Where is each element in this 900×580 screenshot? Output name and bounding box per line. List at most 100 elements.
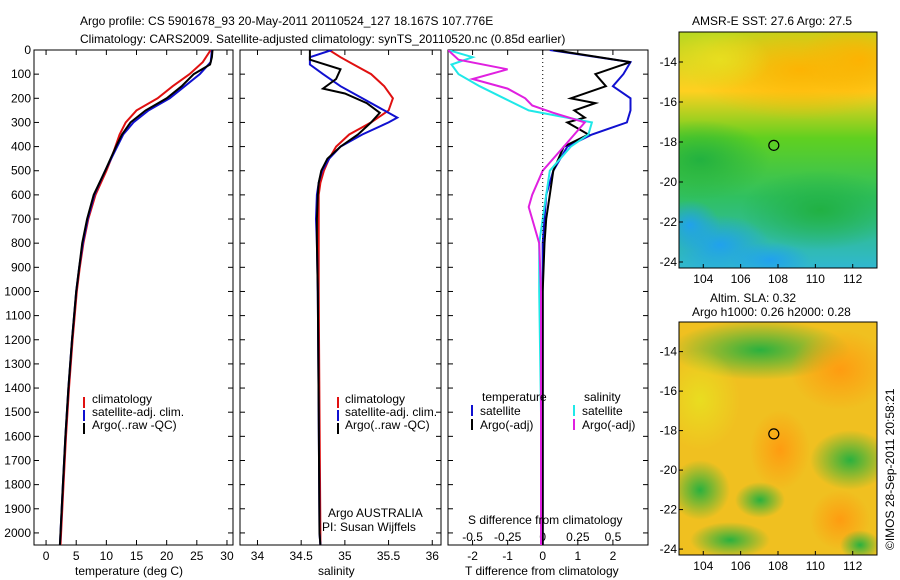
salinity-xlabel: salinity xyxy=(318,564,355,578)
map-y-tick-label: -20 xyxy=(660,175,678,189)
legend-label-temp-satellite: satellite xyxy=(480,404,521,418)
map-x-tick-label: 110 xyxy=(806,272,825,286)
map-x-tick-label: 110 xyxy=(806,559,825,573)
y-tick-label: 700 xyxy=(11,212,31,226)
salinity-note-2: PI: Susan Wijffels xyxy=(322,520,416,534)
legend-label-argo: Argo(..raw -QC) xyxy=(92,418,177,432)
y-tick-label: 500 xyxy=(11,164,31,178)
x-tick-label: 30 xyxy=(220,549,234,563)
y-tick-label: 300 xyxy=(11,115,31,129)
y-tick-label: 1000 xyxy=(4,284,31,298)
y-tick-label: 1600 xyxy=(4,429,31,443)
x-tick-label: -2 xyxy=(467,549,478,563)
salinity-legend: climatology satellite-adj. clim. Argo(..… xyxy=(337,392,437,434)
map-y-tick-label: -22 xyxy=(660,503,678,517)
y-tick-label: 200 xyxy=(11,91,31,105)
legend-title-salinity: salinity xyxy=(584,390,621,404)
series-line-argo-raw-qc- xyxy=(58,50,214,545)
temperature-xlabel: temperature (deg C) xyxy=(75,564,183,578)
x-tick-label: 0 xyxy=(539,549,546,563)
map-x-tick-label: 108 xyxy=(768,272,788,286)
y-tick-label: 1100 xyxy=(5,309,31,323)
x-tick-label: 0 xyxy=(43,549,50,563)
map-axis-ticks: 104 106 108 110 112 -14 -16 -18 -20 -22 -24 104 106 1… xyxy=(660,55,863,573)
x-tick-label: 35.5 xyxy=(377,549,401,563)
difference-legend: temperature satellite Argo(-adj) salinit… xyxy=(471,390,635,432)
y-tick-label: 600 xyxy=(11,188,31,202)
legend-label-satellite: satellite-adj. clim. xyxy=(345,405,437,419)
x-tick-label: -1 xyxy=(502,549,513,563)
map-y-tick-label: -24 xyxy=(660,542,678,556)
sst-map-title: AMSR-E SST: 27.6 Argo: 27.5 xyxy=(692,14,852,28)
x-tick-label: 25 xyxy=(190,549,204,563)
y-tick-label: 1500 xyxy=(4,405,31,419)
argo-position-marker xyxy=(768,428,780,440)
legend-label-satellite: satellite-adj. clim. xyxy=(92,405,184,419)
x-tick-label: 15 xyxy=(130,549,144,563)
legend-label-argo: Argo(..raw -QC) xyxy=(345,418,430,432)
y-tick-label: 1200 xyxy=(4,333,31,347)
x-tick-label: 1 xyxy=(574,549,581,563)
map-x-tick-label: 112 xyxy=(843,272,862,286)
x-tick-label: 35 xyxy=(338,549,352,563)
y-tick-label: 0 xyxy=(24,43,31,57)
copyright-timestamp: ©IMOS 28-Sep-2011 20:58:21 xyxy=(883,388,897,550)
top-tick-label: 0.5 xyxy=(605,530,622,544)
header-line-1: Argo profile: CS 5901678_93 20-May-2011 … xyxy=(80,14,493,28)
map-y-tick-label: -16 xyxy=(660,384,678,398)
map-x-tick-label: 108 xyxy=(768,559,788,573)
map-x-tick-label: 112 xyxy=(843,559,862,573)
temperature-legend: climatology satellite-adj. clim. Argo(..… xyxy=(83,392,184,434)
map-y-tick-label: -18 xyxy=(660,135,678,149)
x-tick-label: 34 xyxy=(251,549,265,563)
x-tick-label: 36 xyxy=(426,549,440,563)
map-y-tick-label: -14 xyxy=(660,55,678,69)
x-tick-label: 10 xyxy=(100,549,114,563)
map-y-tick-label: -20 xyxy=(660,463,678,477)
map-y-tick-label: -22 xyxy=(660,215,678,229)
y-tick-label: 100 xyxy=(11,67,31,81)
series-line-salinity-argo-adj- xyxy=(448,50,587,545)
difference-xlabel: T difference from climatology xyxy=(465,564,619,578)
sla-map-title-2: Argo h1000: 0.26 h2000: 0.28 xyxy=(692,305,851,319)
map-x-tick-label: 104 xyxy=(693,559,713,573)
map-x-tick-label: 106 xyxy=(731,559,751,573)
map-x-tick-label: 104 xyxy=(693,272,713,286)
header-line-2: Climatology: CARS2009. Satellite-adjuste… xyxy=(80,32,565,46)
x-tick-label: 5 xyxy=(73,549,80,563)
y-tick-label: 400 xyxy=(11,140,31,154)
series-line-argo-raw-qc- xyxy=(308,50,382,545)
salinity-panel-frame xyxy=(239,49,442,546)
legend-title-temperature: temperature xyxy=(482,390,547,404)
legend-label-salt-satellite: satellite xyxy=(582,404,623,418)
y-tick-label: 1700 xyxy=(4,453,31,467)
x-tick-label: 20 xyxy=(160,549,174,563)
top-tick-label: -0.5 xyxy=(462,530,483,544)
x-tick-label: 34.5 xyxy=(289,549,313,563)
y-tick-label: 1300 xyxy=(4,357,31,371)
legend-label-temp-argo: Argo(-adj) xyxy=(480,418,533,432)
y-tick-label: 800 xyxy=(11,236,31,250)
argo-position-marker xyxy=(768,139,780,151)
map-y-tick-label: -14 xyxy=(660,345,678,359)
y-tick-label: 1900 xyxy=(4,502,31,516)
series-line-salinity-satellite xyxy=(448,50,594,545)
top-tick-label: -0.25 xyxy=(494,530,522,544)
temperature-panel-frame xyxy=(33,49,234,546)
difference-top-label: S difference from climatology xyxy=(468,513,623,527)
legend-label-salt-argo: Argo(-adj) xyxy=(582,418,635,432)
salinity-note-1: Argo AUSTRALIA xyxy=(328,506,423,520)
y-tick-label: 900 xyxy=(11,260,31,274)
y-tick-label: 1400 xyxy=(4,381,31,395)
map-y-tick-label: -18 xyxy=(660,424,678,438)
sla-map-title-1: Altim. SLA: 0.32 xyxy=(710,291,796,305)
y-tick-label: 2000 xyxy=(4,526,31,540)
legend-label-climatology: climatology xyxy=(92,392,152,406)
map-y-tick-label: -24 xyxy=(660,255,678,269)
sla-map xyxy=(679,322,877,555)
map-x-tick-label: 106 xyxy=(731,272,751,286)
x-tick-label: 2 xyxy=(610,549,617,563)
sst-map xyxy=(679,32,877,268)
top-tick-label: 0.25 xyxy=(566,530,590,544)
